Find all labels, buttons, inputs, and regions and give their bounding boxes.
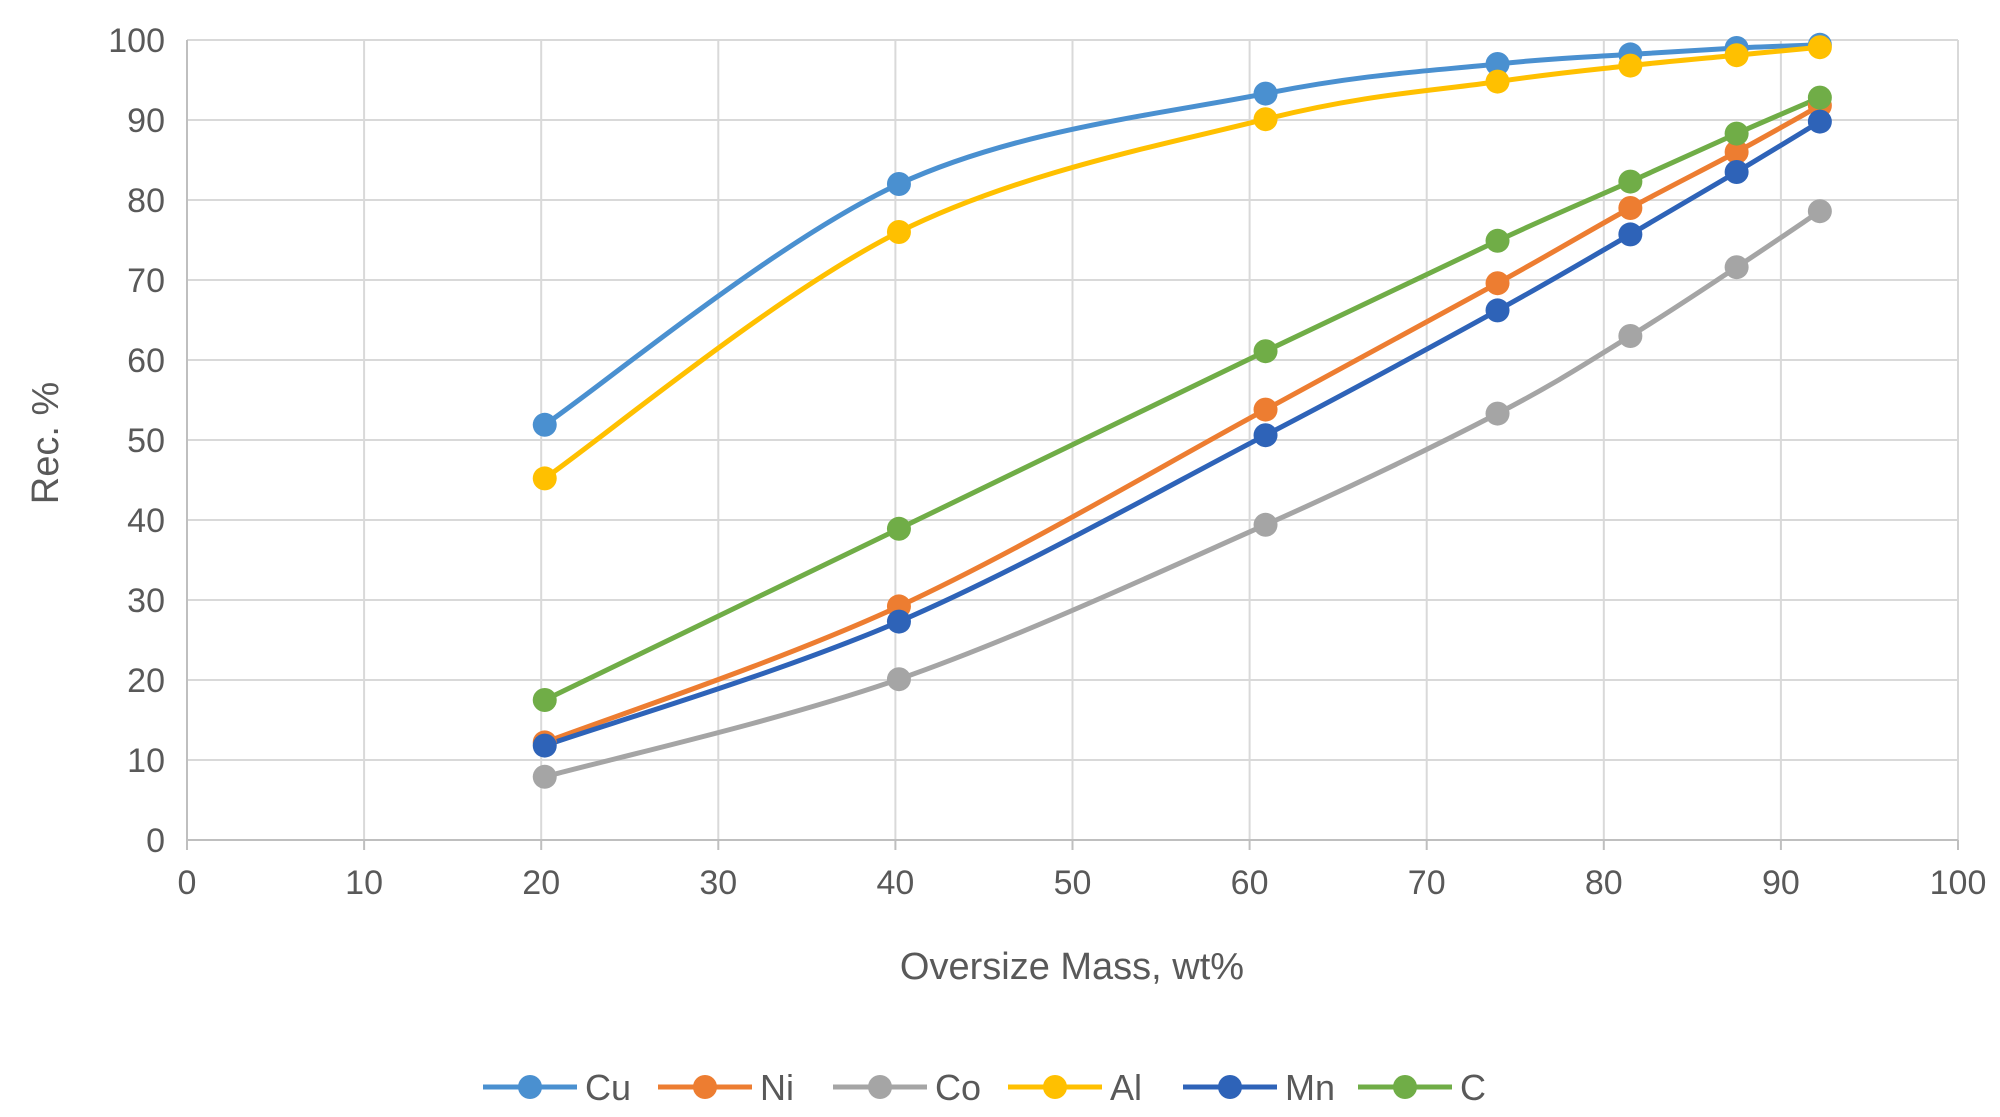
data-point-c xyxy=(1724,121,1749,146)
data-point-co xyxy=(532,764,557,789)
legend-marker-co xyxy=(868,1075,892,1099)
x-tick-label: 70 xyxy=(1408,864,1446,902)
data-point-mn xyxy=(886,609,911,634)
data-point-mn xyxy=(1807,109,1832,134)
data-point-mn xyxy=(532,733,557,758)
data-point-al xyxy=(1618,53,1643,78)
data-point-ni xyxy=(1485,271,1510,296)
data-point-cu xyxy=(1253,81,1278,106)
legend: Cu Ni Co Al Mn C xyxy=(483,1067,1486,1108)
x-tick-label: 20 xyxy=(522,864,560,902)
y-tick-label: 100 xyxy=(108,22,165,60)
legend-label-ni: Ni xyxy=(760,1067,794,1108)
x-tick-label: 90 xyxy=(1762,864,1800,902)
series-line-ni xyxy=(542,103,1823,745)
legend-item-ni: Ni xyxy=(658,1067,794,1108)
data-point-c xyxy=(886,516,911,541)
legend-label-cu: Cu xyxy=(585,1067,631,1108)
data-point-co xyxy=(1618,324,1643,348)
data-point-mn xyxy=(1618,222,1643,247)
legend-label-al: Al xyxy=(1110,1067,1142,1108)
data-point-co xyxy=(886,667,911,692)
data-point-c xyxy=(1485,228,1510,253)
legend-item-co: Co xyxy=(833,1067,981,1108)
x-tick-label: 80 xyxy=(1585,864,1623,902)
series-line-co xyxy=(542,208,1823,780)
x-tick-label: 10 xyxy=(345,864,383,902)
data-point-al xyxy=(1485,69,1510,94)
x-axis-title: Oversize Mass, wt% xyxy=(900,946,1244,988)
data-point-ni xyxy=(1618,196,1643,220)
legend-marker-ni xyxy=(693,1075,717,1099)
y-tick-label: 80 xyxy=(127,182,165,220)
legend-item-cu: Cu xyxy=(483,1067,631,1108)
data-point-mn xyxy=(1253,423,1278,448)
data-point-c xyxy=(1618,169,1643,194)
x-tick-label: 100 xyxy=(1930,864,1987,902)
data-point-al xyxy=(1253,107,1278,132)
data-point-co xyxy=(1485,401,1510,426)
data-point-mn xyxy=(1485,298,1510,323)
series-line-mn xyxy=(542,119,1823,749)
legend-label-c: C xyxy=(1460,1067,1486,1108)
y-tick-label: 60 xyxy=(127,342,165,380)
y-tick-label: 70 xyxy=(127,262,165,300)
y-tick-label: 20 xyxy=(127,662,165,700)
y-tick-label: 0 xyxy=(146,822,165,860)
data-point-cu xyxy=(532,412,557,437)
legend-marker-cu xyxy=(518,1075,542,1099)
legend-item-mn: Mn xyxy=(1183,1067,1335,1108)
data-point-al xyxy=(1724,43,1749,68)
data-point-al xyxy=(1807,35,1832,60)
series-group xyxy=(542,42,1823,780)
data-point-ni xyxy=(1253,397,1278,422)
y-tick-label: 90 xyxy=(127,102,165,140)
data-point-ni xyxy=(1724,140,1749,164)
legend-marker-mn xyxy=(1218,1075,1242,1099)
legend-label-co: Co xyxy=(935,1067,981,1108)
y-axis-title: Rec. % xyxy=(25,382,67,504)
y-tick-label: 30 xyxy=(127,582,165,620)
data-point-cu xyxy=(886,172,911,196)
tick-labels: 0 10 20 30 40 50 60 70 80 90 100 0 10 20 30 40 50 60 70 80 9… xyxy=(108,22,1986,902)
y-tick-label: 10 xyxy=(127,742,165,780)
data-point-cu xyxy=(1485,52,1510,76)
data-point-c xyxy=(1807,85,1832,110)
legend-marker-al xyxy=(1043,1075,1067,1099)
data-point-mn xyxy=(1724,160,1749,184)
series-line-al xyxy=(542,44,1823,481)
axes xyxy=(186,40,1959,850)
data-point-c xyxy=(532,688,557,712)
grid xyxy=(187,39,1959,840)
data-point-al xyxy=(532,466,557,491)
data-point-al xyxy=(886,220,911,244)
x-tick-label: 0 xyxy=(178,864,197,902)
series-line-cu xyxy=(542,42,1823,428)
x-tick-label: 40 xyxy=(876,864,914,902)
y-tick-label: 50 xyxy=(127,422,165,460)
data-point-co xyxy=(1807,199,1832,224)
data-point-co xyxy=(1724,255,1749,280)
legend-marker-c xyxy=(1393,1075,1417,1099)
points-group xyxy=(532,32,1832,789)
legend-item-al: Al xyxy=(1008,1067,1142,1108)
x-tick-label: 50 xyxy=(1054,864,1092,902)
x-tick-label: 60 xyxy=(1231,864,1269,902)
series-line-c xyxy=(542,95,1823,703)
data-point-c xyxy=(1253,339,1278,364)
legend-item-c: C xyxy=(1358,1067,1486,1108)
x-tick-label: 30 xyxy=(699,864,737,902)
data-point-co xyxy=(1253,512,1278,537)
legend-label-mn: Mn xyxy=(1285,1067,1335,1108)
y-tick-label: 40 xyxy=(127,502,165,540)
